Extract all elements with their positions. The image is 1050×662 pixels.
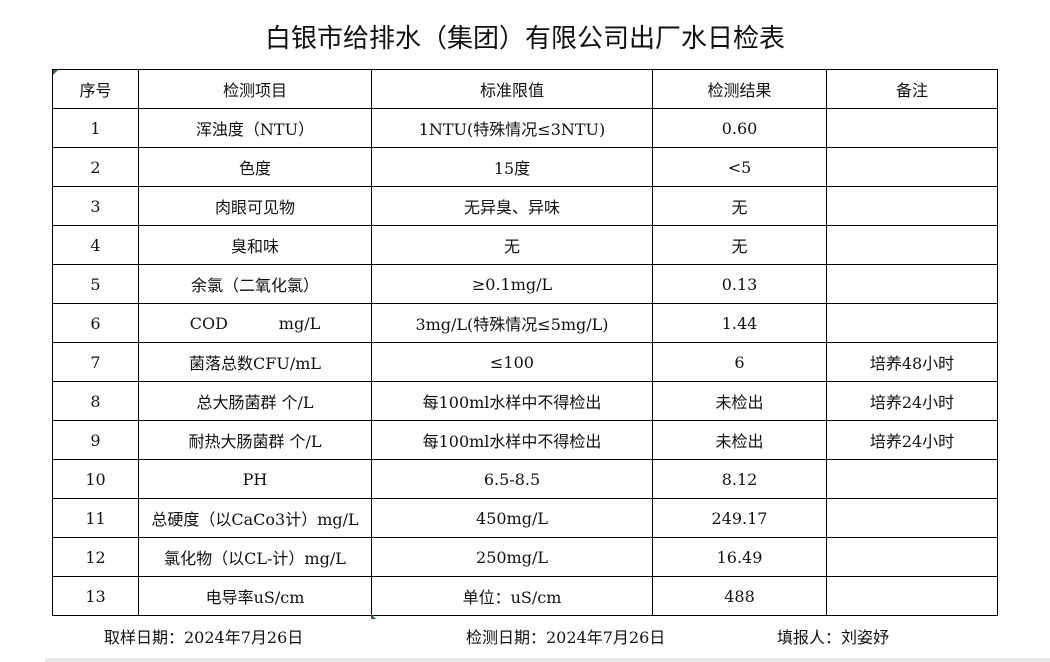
- standard-limit-cell[interactable]: 450mg/L: [371, 498, 653, 538]
- table-row: 4 臭和味无无: [52, 225, 998, 265]
- table-row: 13 电导率uS/cm 单位：uS/cm 488: [52, 576, 998, 616]
- test-item-cell[interactable]: 肉眼可见物: [138, 186, 372, 226]
- sample-date: 取样日期：2024年7月26日: [104, 628, 304, 647]
- standard-limit-cell[interactable]: 每100ml水样中不得检出: [371, 420, 653, 460]
- table-row: 1 浑浊度（NTU） 1NTU(特殊情况≤3NTU) 0.60: [52, 108, 998, 148]
- table-row: 7 菌落总数CFU/mL ≤100 6 培养48小时: [52, 342, 998, 382]
- table-row: 2 色度 15度 <5: [52, 147, 998, 187]
- test-item-cell[interactable]: PH: [138, 459, 372, 499]
- test-date: 检测日期：2024年7月26日: [466, 628, 666, 647]
- test-result-cell[interactable]: 1.44: [652, 303, 827, 343]
- standard-limit-cell[interactable]: 无异臭、异味: [371, 186, 653, 226]
- test-result-cell[interactable]: 未检出: [652, 420, 827, 460]
- table-row: 11 总硬度（以CaCo3计）mg/L 450mg/L 249.17: [52, 498, 998, 538]
- standard-limit-cell[interactable]: 单位：uS/cm: [371, 576, 653, 616]
- row-number-cell[interactable]: 12: [52, 537, 139, 577]
- remark-cell[interactable]: [826, 303, 998, 343]
- test-item-cell[interactable]: COD mg/L: [138, 303, 372, 343]
- test-result-cell[interactable]: 249.17: [652, 498, 827, 538]
- standard-limit-cell[interactable]: ≥0.1mg/L: [371, 264, 653, 304]
- row-number-cell[interactable]: 11: [52, 498, 139, 538]
- header-cell[interactable]: 标准限值: [371, 69, 653, 109]
- test-result-cell[interactable]: 488: [652, 576, 827, 616]
- row-number-cell[interactable]: 10: [52, 459, 139, 499]
- test-item-cell[interactable]: 氯化物（以CL-计）mg/L: [138, 537, 372, 577]
- table-row: 9 耐热大肠菌群 个/L 每100ml水样中不得检出 未检出 培养24小时: [52, 420, 998, 460]
- remark-cell[interactable]: [826, 108, 998, 148]
- header-cell[interactable]: 检测项目: [138, 69, 372, 109]
- remark-cell[interactable]: [826, 498, 998, 538]
- header-row: 序号 检测项目 标准限值 检测结果 备注: [52, 69, 998, 109]
- row-number-cell[interactable]: 7: [52, 342, 139, 382]
- standard-limit-cell[interactable]: 每100ml水样中不得检出: [371, 381, 653, 421]
- test-result-cell[interactable]: 未检出: [652, 381, 827, 421]
- remark-cell[interactable]: [826, 225, 998, 265]
- table-row: 5 余氯（二氧化氯） ≥0.1mg/L 0.13: [52, 264, 998, 304]
- table-row: 12 氯化物（以CL-计）mg/L 250mg/L 16.49: [52, 537, 998, 577]
- remark-cell[interactable]: [826, 576, 998, 616]
- row-number-cell[interactable]: 1: [52, 108, 139, 148]
- test-result-cell[interactable]: 0.60: [652, 108, 827, 148]
- remark-cell[interactable]: 培养24小时: [826, 381, 998, 421]
- remark-cell[interactable]: [826, 147, 998, 187]
- test-result-cell[interactable]: 16.49: [652, 537, 827, 577]
- test-item-cell[interactable]: 浑浊度（NTU）: [138, 108, 372, 148]
- remark-cell[interactable]: [826, 186, 998, 226]
- test-item-cell[interactable]: 耐热大肠菌群 个/L: [138, 420, 372, 460]
- table-row: 10 PH 6.5-8.5 8.12: [52, 459, 998, 499]
- standard-limit-cell[interactable]: 1NTU(特殊情况≤3NTU): [371, 108, 653, 148]
- table-row: 6 COD mg/L 3mg/L(特殊情况≤5mg/L) 1.44: [52, 303, 998, 343]
- row-number-cell[interactable]: 3: [52, 186, 139, 226]
- table-row: 8 总大肠菌群 个/L 每100ml水样中不得检出 未检出 培养24小时: [52, 381, 998, 421]
- standard-limit-cell[interactable]: 3mg/L(特殊情况≤5mg/L): [371, 303, 653, 343]
- test-item-cell[interactable]: 总大肠菌群 个/L: [138, 381, 372, 421]
- test-item-cell[interactable]: 余氯（二氧化氯）: [138, 264, 372, 304]
- remark-cell[interactable]: 培养24小时: [826, 420, 998, 460]
- table-row: 3 肉眼可见物 无异臭、异味无: [52, 186, 998, 226]
- test-item-cell[interactable]: 总硬度（以CaCo3计）mg/L: [138, 498, 372, 538]
- row-number-cell[interactable]: 8: [52, 381, 139, 421]
- remark-cell[interactable]: [826, 537, 998, 577]
- row-number-cell[interactable]: 4: [52, 225, 139, 265]
- test-result-cell[interactable]: 无: [652, 225, 827, 265]
- cell-marker: [371, 614, 376, 619]
- test-result-cell[interactable]: 6: [652, 342, 827, 382]
- test-result-cell[interactable]: 无: [652, 186, 827, 226]
- test-result-cell[interactable]: <5: [652, 147, 827, 187]
- test-result-cell[interactable]: 0.13: [652, 264, 827, 304]
- remark-cell[interactable]: [826, 459, 998, 499]
- horizontal-scrollbar[interactable]: [45, 658, 1050, 662]
- standard-limit-cell[interactable]: 6.5-8.5: [371, 459, 653, 499]
- test-item-cell[interactable]: 菌落总数CFU/mL: [138, 342, 372, 382]
- header-cell[interactable]: 序号: [52, 69, 139, 109]
- test-result-cell[interactable]: 8.12: [652, 459, 827, 499]
- page-title: 白银市给排水（集团）有限公司出厂水日检表: [264, 24, 785, 54]
- test-item-cell[interactable]: 臭和味: [138, 225, 372, 265]
- test-item-cell[interactable]: 色度: [138, 147, 372, 187]
- row-number-cell[interactable]: 2: [52, 147, 139, 187]
- standard-limit-cell[interactable]: ≤100: [371, 342, 653, 382]
- row-number-cell[interactable]: 5: [52, 264, 139, 304]
- standard-limit-cell[interactable]: 250mg/L: [371, 537, 653, 577]
- inspection-table: 序号 检测项目 标准限值 检测结果 备注 1 浑浊度（NTU） 1NTU(特殊情况≤…: [52, 69, 998, 616]
- row-number-cell[interactable]: 13: [52, 576, 139, 616]
- row-number-cell[interactable]: 9: [52, 420, 139, 460]
- standard-limit-cell[interactable]: 15度: [371, 147, 653, 187]
- header-cell[interactable]: 检测结果: [652, 69, 827, 109]
- row-number-cell[interactable]: 6: [52, 303, 139, 343]
- reporter: 填报人：刘姿妤: [777, 628, 890, 647]
- remark-cell[interactable]: [826, 264, 998, 304]
- remark-cell[interactable]: 培养48小时: [826, 342, 998, 382]
- standard-limit-cell[interactable]: 无: [371, 225, 653, 265]
- header-cell[interactable]: 备注: [826, 69, 998, 109]
- test-item-cell[interactable]: 电导率uS/cm: [138, 576, 372, 616]
